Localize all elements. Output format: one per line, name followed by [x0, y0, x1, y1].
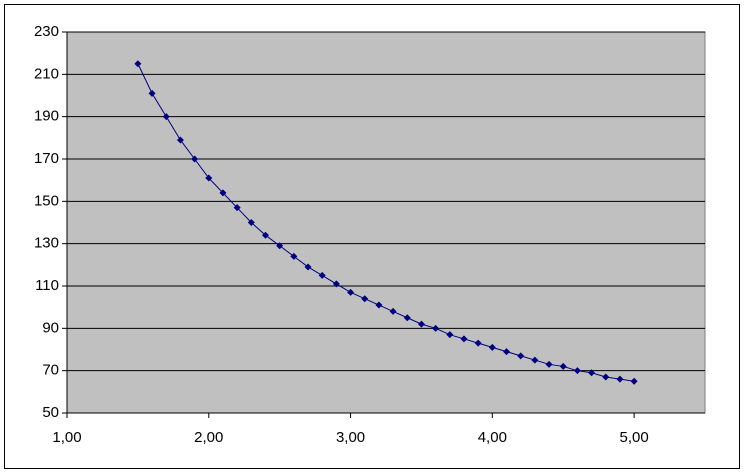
y-tick-label: 130 [34, 235, 59, 252]
y-tick-label: 210 [34, 65, 59, 82]
data-point [276, 242, 284, 250]
data-point [162, 113, 170, 121]
data-point [573, 367, 581, 375]
data-point [318, 271, 326, 279]
data-point [630, 377, 638, 385]
data-point [134, 60, 142, 68]
data-point [517, 352, 525, 360]
x-tick-label: 2,00 [194, 429, 223, 446]
x-tick-label: 1,00 [52, 429, 81, 446]
plot-area [66, 31, 706, 414]
y-tick-label: 110 [35, 277, 59, 294]
data-point [247, 219, 255, 226]
y-tick-label: 190 [34, 108, 59, 125]
data-point [588, 369, 596, 377]
y-tick-label: 70 [42, 362, 59, 379]
data-point [375, 301, 383, 309]
data-point [559, 362, 567, 370]
y-tick-label: 230 [34, 23, 59, 40]
x-tick-label: 4,00 [478, 429, 507, 446]
data-point [389, 307, 397, 315]
data-point [432, 324, 440, 332]
data-point [403, 314, 411, 322]
data-point [233, 204, 241, 212]
data-point [602, 373, 610, 381]
data-point [488, 343, 496, 351]
data-point [290, 252, 298, 260]
data-point [460, 335, 468, 343]
data-point [361, 295, 369, 303]
data-point [148, 89, 156, 97]
x-tick-label: 5,00 [620, 429, 649, 446]
data-point [474, 339, 482, 347]
data-point [531, 356, 539, 364]
x-tick-label: 3,00 [336, 429, 365, 446]
data-point [417, 320, 425, 328]
data-point [446, 331, 454, 339]
data-point [176, 136, 184, 144]
y-tick-label: 170 [34, 150, 59, 167]
data-point [205, 174, 213, 182]
data-point [616, 375, 624, 383]
data-point [304, 263, 312, 271]
data-point [219, 189, 227, 197]
data-point [347, 288, 355, 296]
data-point [332, 280, 340, 288]
data-point [191, 155, 199, 163]
y-tick-label: 90 [42, 319, 59, 336]
y-tick-label: 150 [34, 192, 59, 209]
y-tick-label: 50 [42, 404, 59, 421]
data-point [261, 231, 269, 239]
data-point [503, 348, 511, 356]
data-point [545, 360, 553, 368]
